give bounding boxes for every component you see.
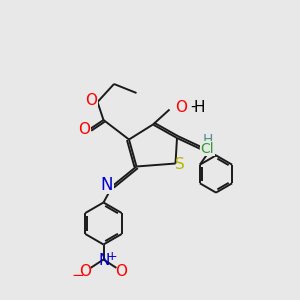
Text: O: O — [78, 122, 90, 136]
Text: O: O — [85, 93, 98, 108]
Text: H: H — [203, 133, 213, 147]
Text: Cl: Cl — [201, 142, 214, 156]
Text: −: − — [72, 268, 84, 283]
Text: O: O — [116, 264, 128, 279]
Text: -: - — [190, 99, 196, 114]
Text: N: N — [101, 176, 113, 194]
Text: O: O — [175, 100, 187, 115]
Text: N: N — [98, 253, 110, 268]
Text: H: H — [193, 100, 205, 115]
Text: O: O — [80, 264, 92, 279]
Text: +: + — [106, 250, 117, 263]
Text: S: S — [175, 157, 185, 172]
